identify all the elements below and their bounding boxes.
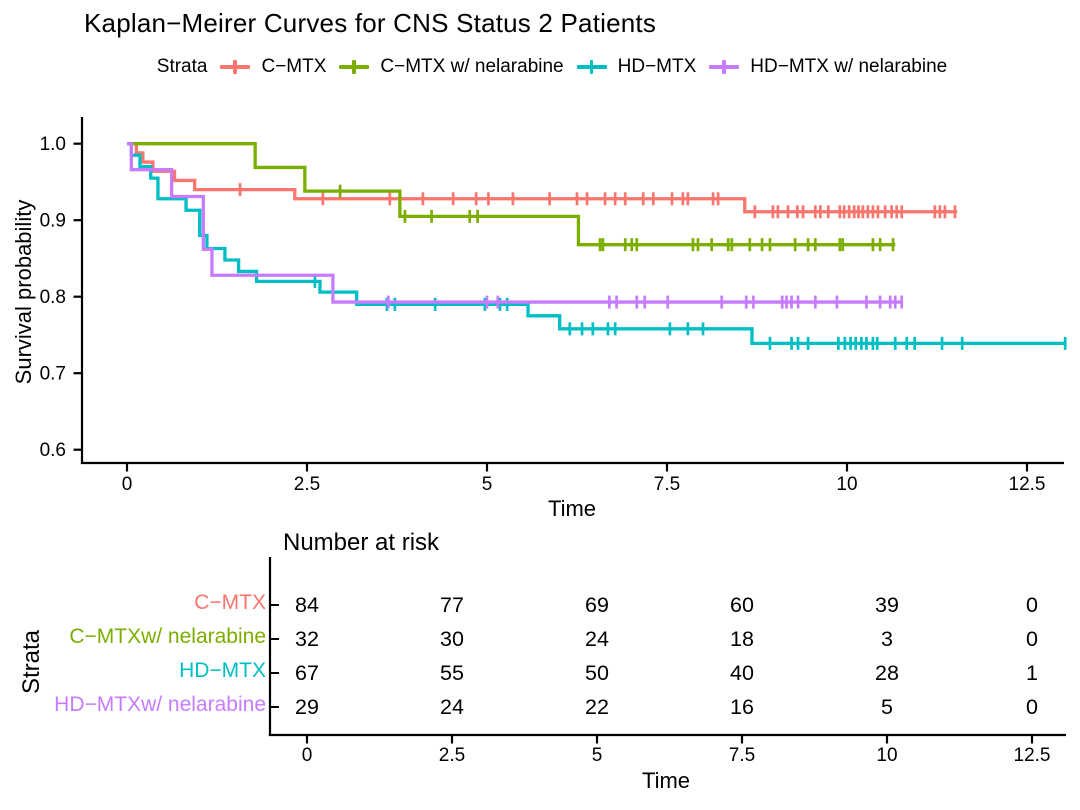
risk-count: 16 (730, 695, 754, 719)
risk-table-x-label: Time (641, 768, 691, 793)
risk-x-tick-label: 10 (876, 745, 897, 766)
risk-row-label-hd-mtx-nelarabine: HD−MTXw/ nelarabine (54, 693, 266, 716)
risk-x-tick-label: 12.5 (1014, 745, 1051, 766)
legend-key-icon (576, 58, 607, 76)
survival-curve (127, 142, 896, 247)
legend-item-c-mtx-nelarabine: C−MTX w/ nelarabine (339, 56, 564, 78)
risk-count: 32 (295, 627, 319, 651)
risk-count: 40 (730, 661, 754, 685)
risk-table-title: Number at risk (283, 529, 440, 556)
legend-key-icon (709, 58, 740, 76)
risk-count: 60 (730, 593, 754, 617)
legend-item-hd-mtx: HD−MTX (576, 56, 697, 78)
risk-x-tick-label: 0 (302, 745, 313, 766)
series-hd-mtx-w-nelarabine (127, 142, 904, 309)
chart-title: Kaplan−Meirer Curves for CNS Status 2 Pa… (84, 8, 657, 38)
y-tick-label: 1.0 (40, 134, 66, 155)
risk-table-y-label: Strata (18, 629, 45, 695)
x-tick-label: 7.5 (654, 474, 680, 495)
risk-row-label-c-mtx-nelarabine: C−MTXw/ nelarabine (69, 625, 266, 648)
risk-count: 39 (875, 593, 899, 617)
risk-count: 29 (295, 695, 319, 719)
risk-count: 77 (440, 593, 464, 617)
risk-count: 55 (440, 661, 464, 685)
legend-item-label: HD−MTX (617, 56, 697, 77)
legend-title: Strata (156, 56, 208, 77)
risk-x-tick-label: 5 (592, 745, 603, 766)
risk-count: 67 (295, 661, 319, 685)
series-c-mtx-w-nelarabine (127, 142, 896, 252)
x-tick-label: 12.5 (1009, 474, 1046, 495)
risk-count: 50 (585, 661, 609, 685)
risk-row-label-hd-mtx: HD−MTX (179, 659, 266, 682)
legend-key-icon (220, 58, 251, 76)
risk-row-label-c-mtx: C−MTX (194, 591, 266, 614)
risk-count: 0 (1026, 627, 1038, 651)
risk-count: 84 (295, 593, 319, 617)
risk-count: 3 (881, 627, 893, 651)
y-tick-label: 0.6 (40, 440, 66, 461)
survival-curve (127, 142, 958, 214)
y-tick-label: 0.8 (40, 287, 66, 308)
legend-item-label: C−MTX (261, 56, 327, 77)
risk-count: 5 (881, 695, 893, 719)
risk-count: 0 (1026, 593, 1038, 617)
risk-count: 0 (1026, 695, 1038, 719)
legend-item-c-mtx: C−MTX (220, 56, 326, 78)
risk-count: 28 (875, 661, 899, 685)
legend-item-label: HD−MTX w/ nelarabine (750, 56, 948, 77)
legend-item-label: C−MTX w/ nelarabine (380, 56, 564, 77)
x-axis-label: Time (547, 496, 597, 521)
risk-x-tick-label: 7.5 (729, 745, 755, 766)
risk-count: 69 (585, 593, 609, 617)
y-tick-label: 0.9 (40, 211, 66, 232)
series-c-mtx (127, 142, 958, 219)
risk-count: 30 (440, 627, 464, 651)
risk-count: 24 (585, 627, 609, 651)
series-hd-mtx (127, 142, 1067, 350)
x-tick-label: 2.5 (294, 474, 320, 495)
legend-item-hd-mtx-nelarabine: HD−MTX w/ nelarabine (709, 56, 947, 78)
legend-key-icon (339, 58, 370, 76)
x-tick-label: 5 (482, 474, 493, 495)
risk-count: 24 (440, 695, 464, 719)
legend: Strata C−MTX C−MTX w/ nelarabine HD−MTX … (0, 56, 1080, 78)
risk-count: 18 (730, 627, 754, 651)
x-tick-label: 0 (122, 474, 133, 495)
risk-x-tick-label: 2.5 (439, 745, 465, 766)
survival-curve (127, 142, 902, 304)
risk-count: 1 (1026, 661, 1038, 685)
y-tick-label: 0.7 (40, 364, 66, 385)
y-axis-label: Survival probability (11, 199, 36, 385)
risk-count: 22 (585, 695, 609, 719)
x-tick-label: 10 (836, 474, 857, 495)
